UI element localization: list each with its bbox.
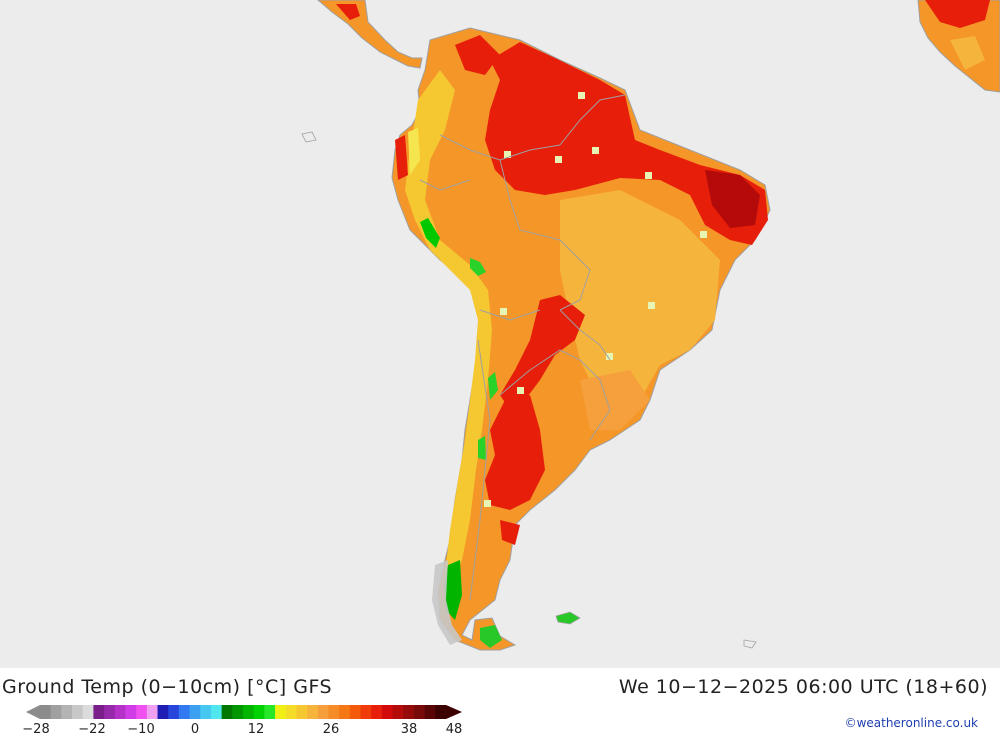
andes-green-1	[420, 218, 440, 248]
legend-swatch	[253, 705, 265, 719]
legend-swatch	[243, 705, 255, 719]
legend-swatch	[403, 705, 415, 719]
map-title: Ground Temp (0−10cm) [°C] GFS	[2, 676, 333, 698]
tierra-green	[480, 625, 502, 648]
legend-swatch	[435, 705, 447, 719]
legend-swatch	[392, 705, 404, 719]
legend-swatch	[221, 705, 233, 719]
legend-swatch	[328, 705, 340, 719]
hot-pampas	[485, 395, 545, 510]
legend-tick: −22	[78, 722, 106, 737]
legend-bar	[26, 705, 462, 719]
map-datetime: We 10−12−2025 06:00 UTC (18+60)	[618, 676, 988, 698]
hot-north	[485, 42, 768, 245]
legend-swatch	[189, 705, 201, 719]
legend-swatch	[61, 705, 73, 719]
map-canvas	[301, 0, 1000, 651]
legend-swatch	[232, 705, 244, 719]
galapagos	[301, 131, 317, 143]
legend-tick: 38	[400, 722, 418, 737]
warm-southeast	[580, 370, 650, 430]
legend-swatch	[104, 705, 116, 719]
country-borders	[419, 94, 626, 601]
andes-green-2	[470, 258, 486, 276]
station-markers	[484, 92, 707, 507]
hot-northeast-core	[705, 170, 760, 228]
chile-archipelago	[432, 560, 462, 645]
legend-swatch	[307, 705, 319, 719]
hot-chaco	[500, 295, 585, 410]
legend-tick: −28	[22, 722, 50, 737]
legend-swatch	[285, 705, 297, 719]
legend-tick: 26	[322, 722, 340, 737]
legend-swatch	[178, 705, 191, 719]
legend-swatch	[114, 705, 126, 719]
legend-swatch	[381, 705, 394, 719]
legend-swatch	[136, 705, 148, 719]
color-legend: −28 −22 −10 0 12 26 38 48	[22, 705, 466, 737]
legend-swatch	[72, 705, 84, 719]
legend-swatch	[210, 705, 223, 719]
legend-arrow-right	[446, 705, 462, 719]
legend-swatch	[349, 705, 362, 719]
africa-hot	[925, 0, 990, 28]
legend-swatch	[125, 705, 137, 719]
legend-swatch	[82, 705, 94, 719]
footer	[0, 668, 1000, 733]
hot-patagonia	[500, 520, 520, 545]
temperature-map[interactable]	[0, 0, 1000, 668]
africa-warm	[950, 36, 985, 70]
central-america	[317, 0, 423, 69]
legend-swatch	[360, 705, 372, 719]
legend-swatch	[146, 705, 159, 719]
legend-swatch	[200, 705, 212, 719]
legend-tick: −10	[127, 722, 155, 737]
credit-link[interactable]: ©weatheronline.co.uk	[844, 716, 978, 730]
legend-swatch	[93, 705, 105, 719]
patagonia-green	[444, 560, 462, 620]
legend-swatch	[339, 705, 351, 719]
ecuador-yellow	[408, 128, 420, 175]
legend-swatch	[157, 705, 169, 719]
legend-swatch	[371, 705, 383, 719]
hot-colombia	[455, 35, 500, 75]
legend-swatch	[413, 705, 426, 719]
legend-swatch	[40, 705, 52, 719]
legend-arrow-left	[26, 705, 40, 719]
hot-ecuador-coast	[395, 135, 408, 180]
central-america-hot	[336, 4, 360, 20]
legend-swatch	[424, 705, 436, 719]
falklands	[555, 611, 581, 625]
andes-green-4	[478, 436, 486, 460]
legend-tick: 0	[190, 722, 200, 737]
warm-interior	[560, 190, 720, 420]
legend-swatch	[317, 705, 329, 719]
legend-swatch	[50, 705, 62, 719]
legend-swatch	[168, 705, 180, 719]
legend-swatch	[296, 705, 308, 719]
legend-tick: 48	[445, 722, 463, 737]
legend-tick: 12	[247, 722, 265, 737]
legend-swatch	[275, 705, 287, 719]
islet	[743, 639, 757, 649]
legend-swatch	[264, 705, 276, 719]
andes-strip	[405, 70, 492, 590]
andes-green-3	[488, 372, 498, 400]
